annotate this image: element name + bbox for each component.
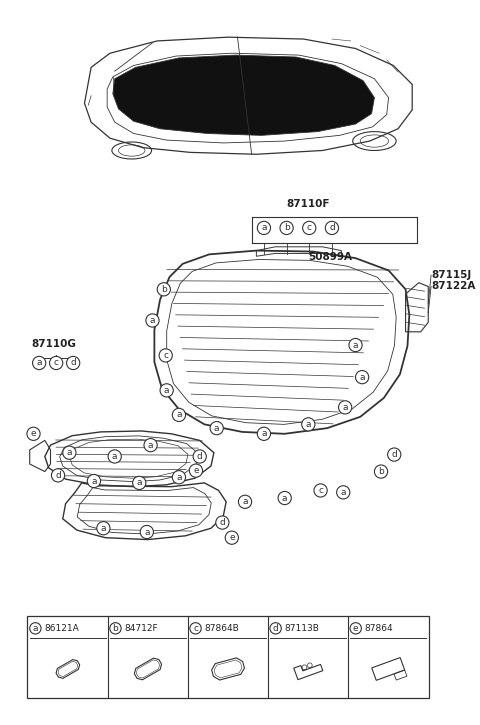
Text: d: d bbox=[70, 358, 76, 368]
Text: a: a bbox=[176, 410, 182, 419]
Text: a: a bbox=[164, 386, 169, 395]
Text: a: a bbox=[36, 358, 42, 368]
Circle shape bbox=[350, 623, 361, 634]
Circle shape bbox=[144, 439, 157, 452]
Text: a: a bbox=[136, 478, 142, 487]
Circle shape bbox=[172, 408, 186, 421]
Text: a: a bbox=[91, 476, 96, 486]
Polygon shape bbox=[113, 55, 374, 136]
Text: a: a bbox=[150, 316, 155, 325]
Circle shape bbox=[239, 495, 252, 508]
Circle shape bbox=[210, 421, 223, 435]
Text: a: a bbox=[261, 223, 267, 233]
Text: 87864: 87864 bbox=[364, 624, 393, 633]
Text: a: a bbox=[342, 403, 348, 412]
Text: a: a bbox=[261, 429, 267, 439]
Text: b: b bbox=[161, 285, 167, 294]
Circle shape bbox=[349, 339, 362, 352]
Text: a: a bbox=[176, 473, 182, 481]
Text: 87864B: 87864B bbox=[204, 624, 239, 633]
Text: a: a bbox=[112, 452, 118, 461]
Circle shape bbox=[193, 450, 206, 463]
Text: c: c bbox=[318, 486, 323, 495]
Circle shape bbox=[33, 357, 46, 370]
Text: a: a bbox=[242, 497, 248, 506]
Text: c: c bbox=[193, 624, 198, 633]
Circle shape bbox=[172, 471, 186, 484]
Circle shape bbox=[146, 314, 159, 327]
Circle shape bbox=[225, 531, 239, 544]
Text: d: d bbox=[55, 471, 61, 480]
Text: a: a bbox=[148, 441, 153, 450]
Circle shape bbox=[216, 516, 229, 529]
Text: 87110G: 87110G bbox=[31, 339, 76, 349]
Text: e: e bbox=[193, 466, 199, 475]
Text: 84712F: 84712F bbox=[124, 624, 157, 633]
Text: c: c bbox=[163, 351, 168, 360]
Circle shape bbox=[67, 357, 80, 370]
Circle shape bbox=[108, 450, 121, 463]
Circle shape bbox=[302, 418, 315, 431]
Text: b: b bbox=[113, 624, 119, 633]
Text: d: d bbox=[391, 450, 397, 459]
Text: a: a bbox=[33, 624, 38, 633]
Circle shape bbox=[336, 486, 350, 499]
Text: b: b bbox=[378, 467, 384, 476]
Text: e: e bbox=[31, 429, 36, 439]
Circle shape bbox=[388, 448, 401, 461]
Circle shape bbox=[27, 427, 40, 440]
Circle shape bbox=[338, 401, 352, 414]
Text: d: d bbox=[273, 624, 278, 633]
Text: c: c bbox=[54, 358, 59, 368]
Text: d: d bbox=[219, 518, 225, 527]
Text: b: b bbox=[284, 223, 289, 233]
Circle shape bbox=[314, 484, 327, 497]
Text: a: a bbox=[67, 448, 72, 457]
Circle shape bbox=[63, 446, 76, 460]
Text: a: a bbox=[340, 488, 346, 497]
Circle shape bbox=[374, 465, 388, 479]
Circle shape bbox=[132, 476, 146, 489]
Circle shape bbox=[159, 349, 172, 362]
Text: 50899A: 50899A bbox=[308, 252, 352, 262]
Text: 87113B: 87113B bbox=[284, 624, 319, 633]
Circle shape bbox=[325, 221, 338, 235]
Circle shape bbox=[157, 283, 170, 296]
Circle shape bbox=[189, 464, 203, 477]
Text: a: a bbox=[101, 523, 106, 533]
Circle shape bbox=[51, 469, 65, 482]
Circle shape bbox=[270, 623, 281, 634]
Circle shape bbox=[190, 623, 201, 634]
Text: a: a bbox=[144, 528, 150, 536]
Circle shape bbox=[87, 474, 100, 488]
Text: a: a bbox=[214, 423, 219, 433]
Circle shape bbox=[280, 221, 293, 235]
Text: 87122A: 87122A bbox=[431, 281, 476, 291]
Circle shape bbox=[30, 623, 41, 634]
Text: 87115J: 87115J bbox=[431, 270, 471, 280]
Text: c: c bbox=[307, 223, 312, 233]
Text: a: a bbox=[353, 341, 358, 349]
Circle shape bbox=[110, 623, 121, 634]
Circle shape bbox=[140, 526, 154, 539]
Circle shape bbox=[257, 427, 271, 440]
Text: a: a bbox=[306, 420, 311, 429]
Text: 87110F: 87110F bbox=[287, 199, 330, 209]
Circle shape bbox=[257, 221, 271, 235]
Text: d: d bbox=[197, 452, 203, 461]
Circle shape bbox=[49, 357, 63, 370]
Text: a: a bbox=[360, 373, 365, 381]
Circle shape bbox=[278, 492, 291, 505]
Circle shape bbox=[160, 384, 173, 397]
Circle shape bbox=[97, 521, 110, 535]
Text: d: d bbox=[329, 223, 335, 233]
Text: e: e bbox=[229, 533, 235, 542]
Text: e: e bbox=[353, 624, 359, 633]
Text: 86121A: 86121A bbox=[44, 624, 79, 633]
Circle shape bbox=[356, 370, 369, 384]
Text: a: a bbox=[282, 494, 288, 502]
Circle shape bbox=[303, 221, 316, 235]
